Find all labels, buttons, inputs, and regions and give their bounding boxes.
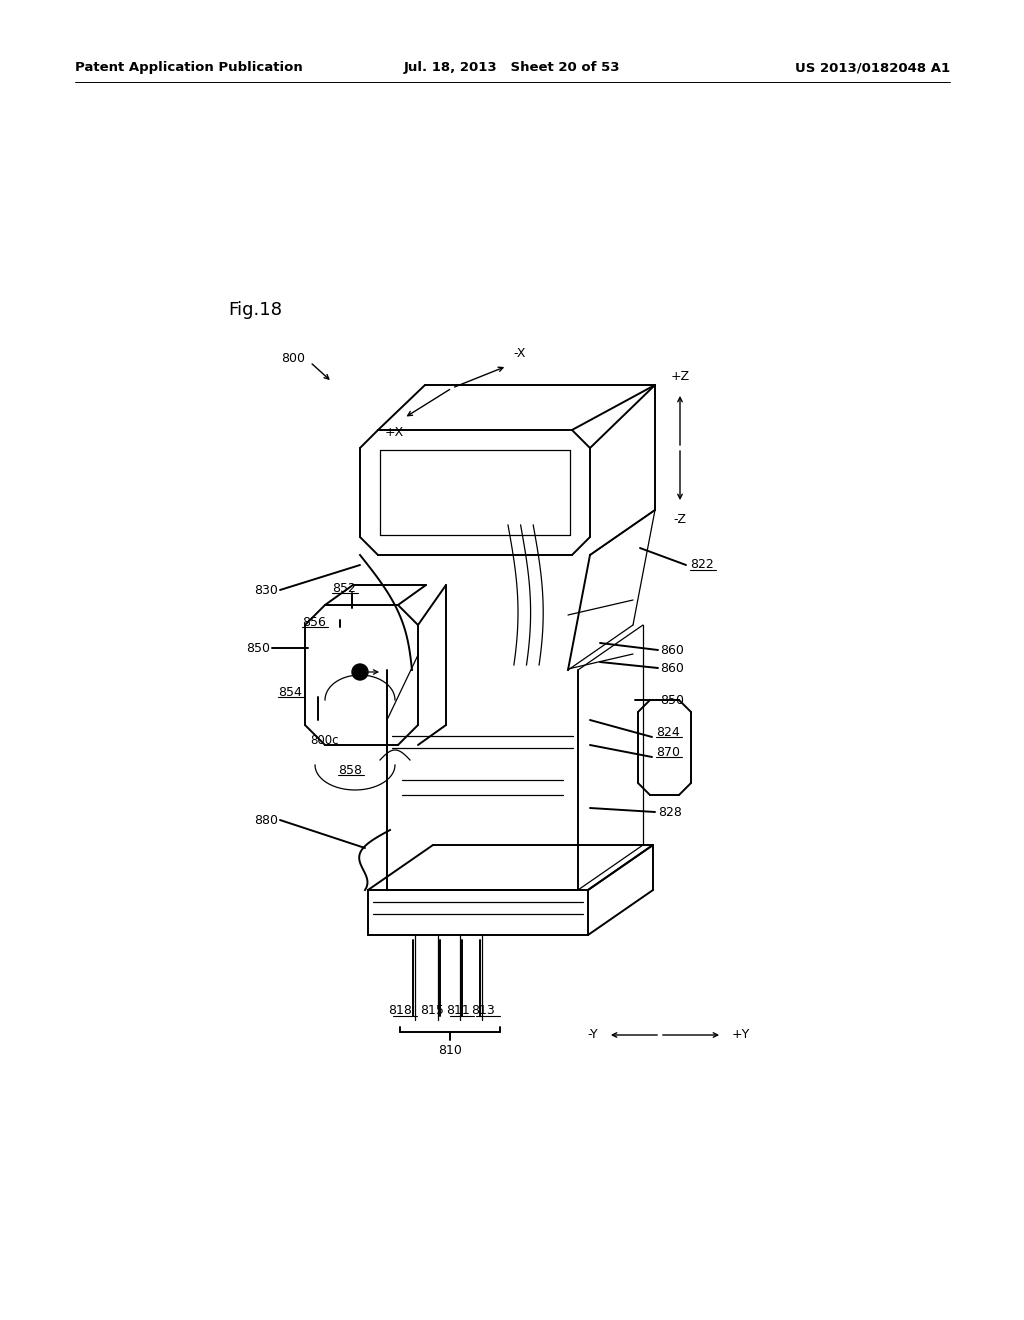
Text: 828: 828 (658, 805, 682, 818)
Text: 811: 811 (446, 1003, 470, 1016)
Text: 810: 810 (438, 1044, 462, 1056)
Text: 860: 860 (660, 644, 684, 656)
Text: Patent Application Publication: Patent Application Publication (75, 62, 303, 74)
Text: 822: 822 (690, 558, 714, 572)
Text: 860: 860 (660, 661, 684, 675)
Text: 830: 830 (254, 583, 278, 597)
Text: 854: 854 (278, 685, 302, 698)
Text: US 2013/0182048 A1: US 2013/0182048 A1 (795, 62, 950, 74)
Text: +Z: +Z (671, 370, 689, 383)
Text: -Z: -Z (674, 513, 686, 525)
Text: Fig.18: Fig.18 (228, 301, 282, 319)
Text: 824: 824 (656, 726, 680, 738)
Text: +Y: +Y (732, 1028, 751, 1041)
Text: 850: 850 (246, 642, 270, 655)
Text: -Y: -Y (588, 1028, 598, 1041)
Text: Jul. 18, 2013   Sheet 20 of 53: Jul. 18, 2013 Sheet 20 of 53 (403, 62, 621, 74)
Text: 800: 800 (281, 351, 305, 364)
Text: 852: 852 (332, 582, 356, 594)
Text: -X: -X (514, 347, 526, 360)
Text: 856: 856 (302, 615, 326, 628)
Text: 813: 813 (471, 1003, 495, 1016)
Text: 880: 880 (254, 813, 278, 826)
Circle shape (352, 664, 368, 680)
Text: 800c: 800c (310, 734, 339, 747)
Text: 815: 815 (420, 1003, 444, 1016)
Text: 858: 858 (338, 763, 362, 776)
Text: 818: 818 (388, 1003, 412, 1016)
Text: 850: 850 (660, 693, 684, 706)
Text: +X: +X (384, 426, 403, 440)
Text: 870: 870 (656, 746, 680, 759)
